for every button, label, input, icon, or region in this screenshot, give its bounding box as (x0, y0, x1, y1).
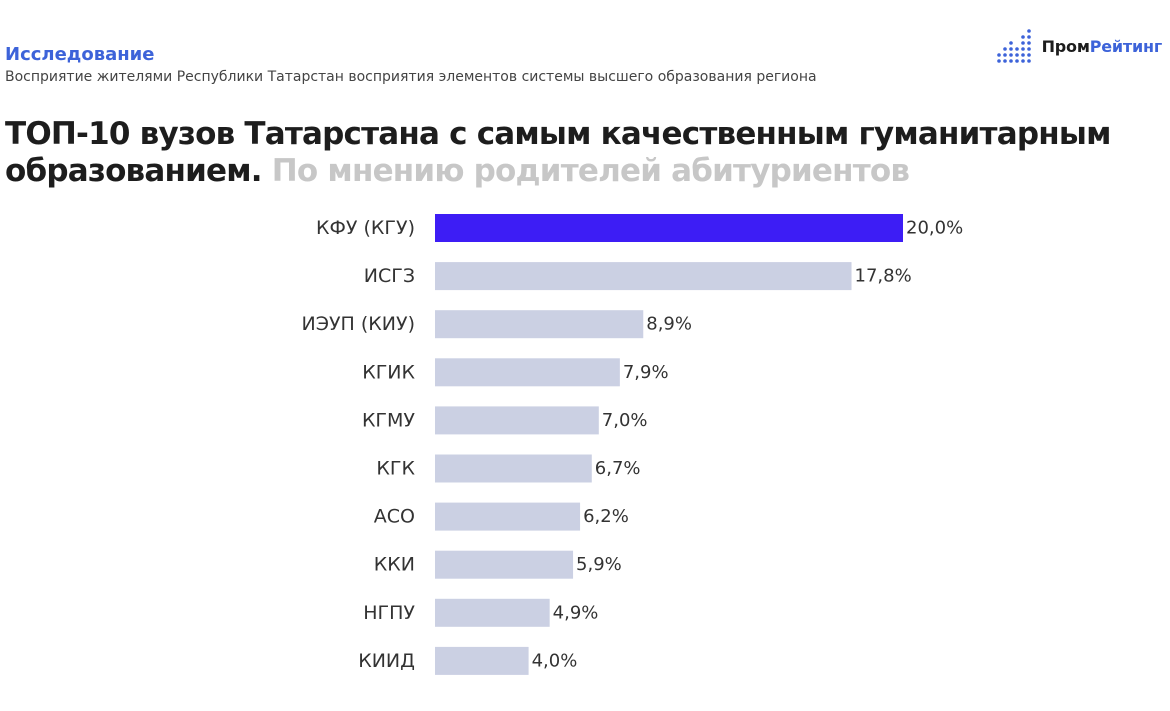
page-title: ТОП-10 вузов Татарстана с самым качестве… (5, 116, 1165, 190)
logo-dot (996, 59, 1001, 63)
title-main: ТОП-10 вузов Татарстана с самым качестве… (5, 116, 1111, 189)
value-label: 4,9% (553, 602, 599, 623)
value-label: 17,8% (855, 266, 912, 287)
logo-dot (1008, 59, 1013, 63)
logo: ПромРейтинг (996, 28, 1162, 64)
logo-dot (1014, 47, 1019, 51)
logo-dot (1026, 59, 1031, 63)
bar (435, 598, 550, 627)
bar (435, 310, 644, 339)
logo-dot (1014, 59, 1019, 63)
logo-dot (1008, 41, 1013, 45)
logo-dot (1020, 47, 1025, 51)
category-label: КФУ (КГУ) (316, 217, 415, 239)
logo-dot (1020, 35, 1025, 39)
logo-text-part1: Пром (1041, 36, 1090, 56)
value-label: 7,9% (623, 362, 669, 383)
value-label: 6,2% (583, 506, 629, 527)
kicker: Исследование (5, 44, 155, 65)
logo-dot (1020, 53, 1025, 57)
category-label: ИЭУП (КИУ) (302, 313, 416, 335)
logo-dot (1026, 35, 1031, 39)
logo-text-part2: Рейтинг (1089, 36, 1162, 56)
category-label: АСО (374, 506, 415, 528)
category-label: КГК (376, 458, 415, 480)
bar (435, 550, 574, 579)
category-label: КГИК (362, 361, 415, 383)
logo-dot (1020, 59, 1025, 63)
logo-dot (1008, 53, 1013, 57)
logo-dot (1014, 53, 1019, 57)
value-label: 20,0% (906, 218, 963, 239)
subtitle: Восприятие жителями Республики Татарстан… (5, 69, 817, 85)
value-label: 6,7% (595, 458, 641, 479)
logo-dot (1026, 41, 1031, 45)
value-label: 5,9% (576, 554, 622, 575)
logo-dot (1020, 41, 1025, 45)
logo-dot (1026, 53, 1031, 57)
value-label: 7,0% (602, 410, 648, 431)
logo-dot (1008, 47, 1013, 51)
bar-chart: КФУ (КГУ) 20,0% ИСГЗ 17,8% ИЭУП (КИУ) 8,9% КГИ… (302, 214, 963, 675)
bar (435, 646, 529, 675)
logo-dot (1002, 59, 1007, 63)
logo-dot (1026, 47, 1031, 51)
category-label: ККИ (374, 554, 415, 576)
bar (435, 406, 599, 435)
category-label: ИСГЗ (364, 265, 415, 287)
value-label: 8,9% (646, 314, 692, 335)
bar (435, 502, 581, 531)
category-label: КГМУ (362, 409, 415, 431)
bar (435, 214, 903, 242)
bar (435, 454, 592, 483)
bar (435, 262, 852, 291)
bar (435, 358, 620, 387)
category-label: НГПУ (363, 602, 415, 624)
logo-dots-icon (996, 29, 1031, 63)
category-label: КИИД (358, 650, 415, 672)
logo-dot (1002, 47, 1007, 51)
title-secondary: По мнению родителей абитуриентов (271, 153, 910, 189)
logo-dot (996, 53, 1001, 57)
logo-dot (1002, 53, 1007, 57)
logo-dot (1026, 29, 1031, 33)
logo-text: ПромРейтинг (1041, 36, 1163, 56)
value-label: 4,0% (532, 650, 578, 671)
